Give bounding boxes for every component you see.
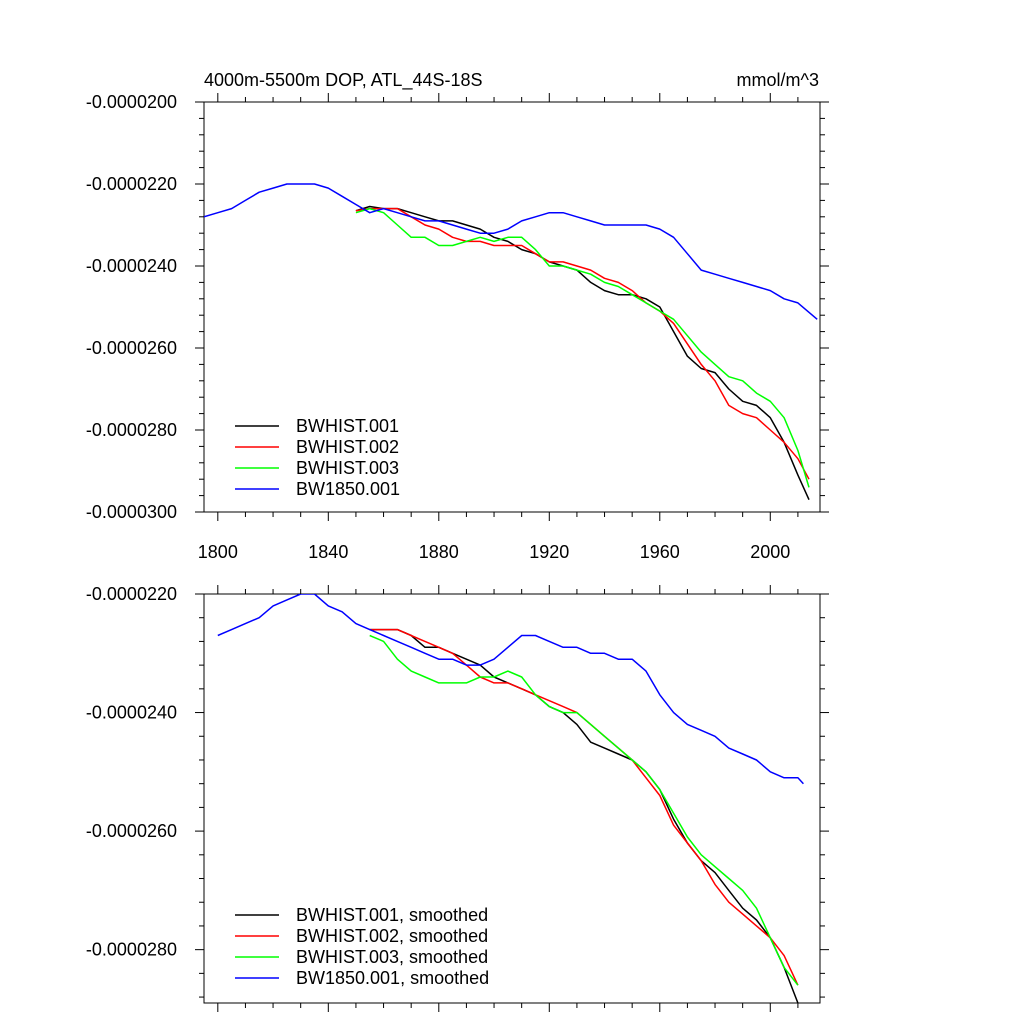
y-tick-label: -0.0000300	[86, 502, 177, 522]
series-group	[217, 594, 804, 1003]
legend-label-bw1850-001-smoothed: BW1850.001, smoothed	[296, 968, 489, 988]
legend-label-bwhist-001-smoothed: BWHIST.001, smoothed	[296, 905, 488, 925]
y-tick-label: -0.0000220	[86, 174, 177, 194]
y-tick-label: -0.0000240	[86, 256, 177, 276]
units-label: mmol/m^3	[737, 70, 819, 90]
x-tick-label: 1920	[529, 542, 569, 562]
plot-frame	[203, 593, 821, 1004]
x-tick-label: 2000	[750, 542, 790, 562]
legend-label-bwhist-003: BWHIST.003	[296, 458, 399, 478]
y-tick-label: -0.0000200	[86, 92, 177, 112]
x-tick-label: 1880	[419, 542, 459, 562]
y-tick-label: -0.0000220	[86, 584, 177, 604]
plot-frame	[203, 101, 821, 513]
series-line-bw1850-001	[204, 183, 818, 320]
series-line-bwhist-003	[355, 207, 810, 488]
y-tick-label: -0.0000280	[86, 940, 177, 960]
series-line-bwhist-001	[355, 205, 810, 501]
y-tick-label: -0.0000260	[86, 821, 177, 841]
y-tick-label: -0.0000280	[86, 420, 177, 440]
chart-title: 4000m-5500m DOP, ATL_44S-18S	[204, 70, 483, 91]
x-tick-label: 1840	[308, 542, 348, 562]
y-tick-label: -0.0000240	[86, 703, 177, 723]
legend-label-bwhist-001: BWHIST.001	[296, 416, 399, 436]
series-line-bwhist-003-smoothed	[369, 634, 799, 986]
bottom-panel-smoothed: -0.0000220 -0.0000240 -0.0000260 -0.0000280…	[86, 584, 829, 1012]
x-tick-label: 1960	[640, 542, 680, 562]
series-line-bw1850-001-smoothed	[217, 594, 804, 785]
x-tick-label: 1800	[198, 542, 238, 562]
legend-label-bw1850-001: BW1850.001	[296, 479, 400, 499]
y-tick-label: -0.0000260	[86, 338, 177, 358]
legend-label-bwhist-003-smoothed: BWHIST.003, smoothed	[296, 947, 488, 967]
series-line-bwhist-002	[355, 207, 810, 480]
legend-label-bwhist-002-smoothed: BWHIST.002, smoothed	[296, 926, 488, 946]
top-panel: 1800 1840 1880 1920 1960 2000 -0.0000200 -0.000…	[86, 92, 829, 562]
legend-label-bwhist-002: BWHIST.002	[296, 437, 399, 457]
series-group	[204, 183, 818, 501]
